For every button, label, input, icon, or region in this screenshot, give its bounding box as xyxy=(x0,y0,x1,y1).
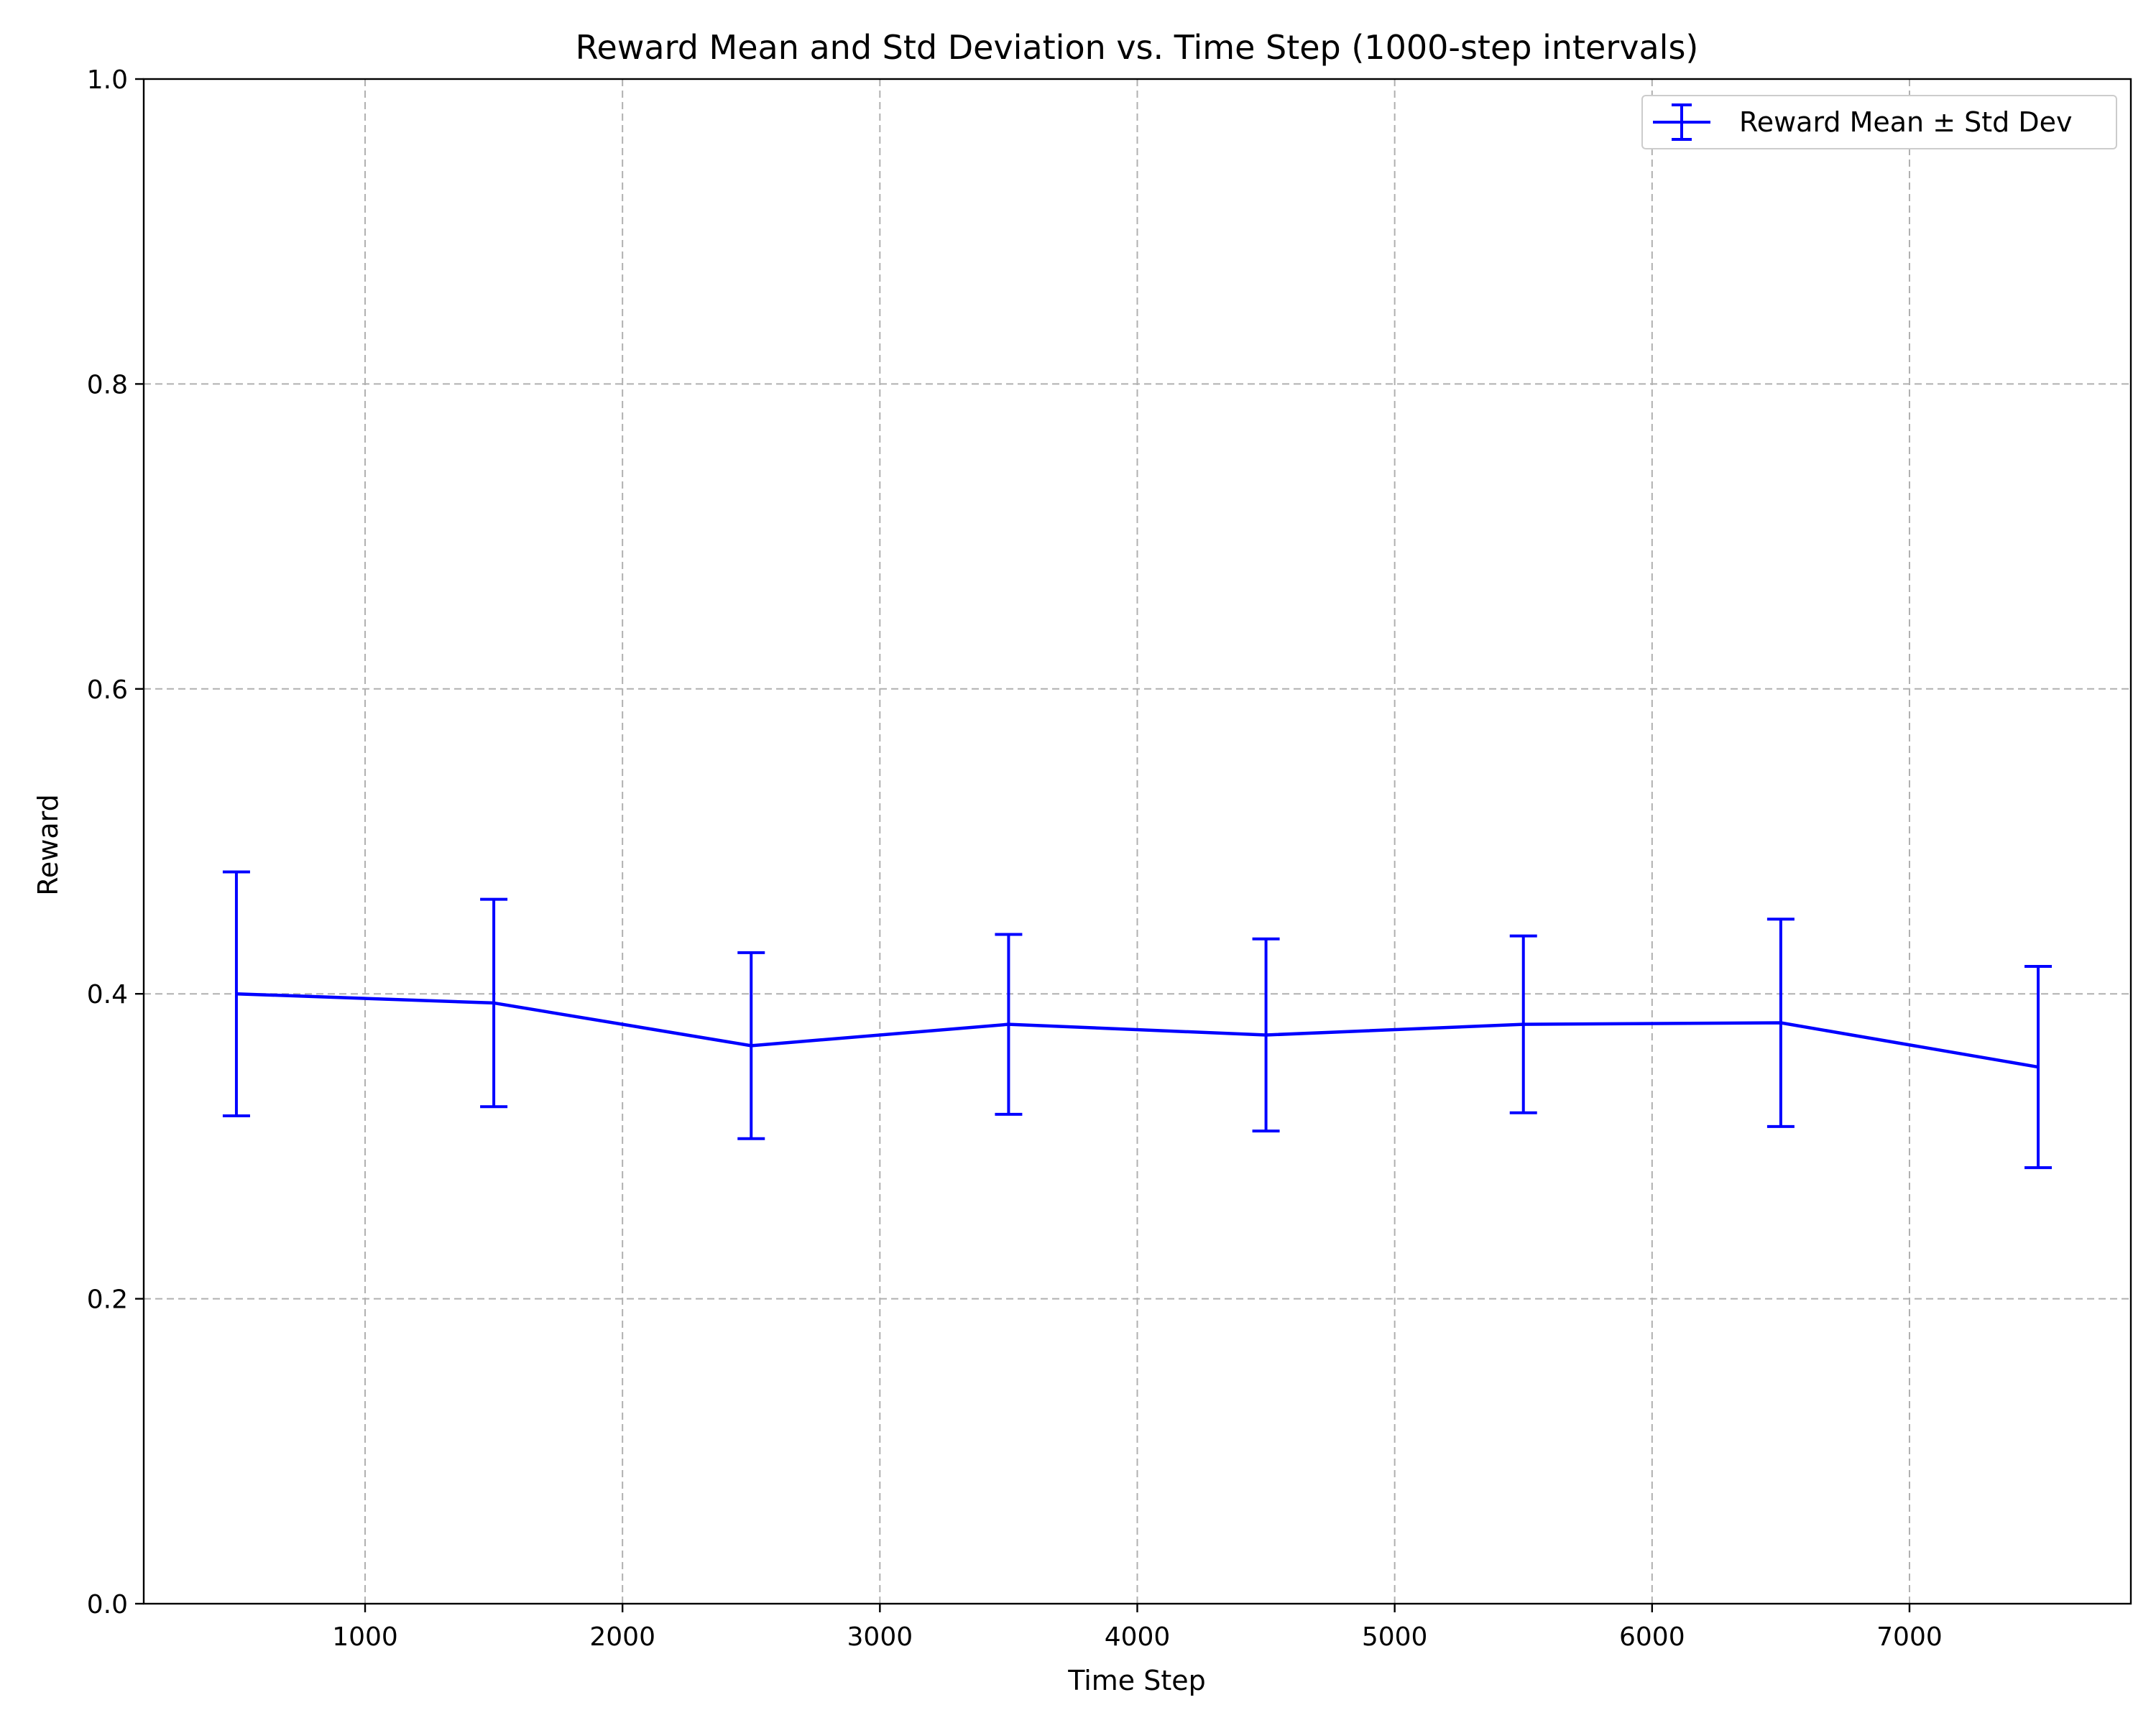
x-tick-label: 5000 xyxy=(1362,1622,1428,1652)
series-layer xyxy=(222,870,2053,1170)
x-axis-label: Time Step xyxy=(1067,1665,1206,1696)
y-tick-label: 0.2 xyxy=(87,1285,128,1315)
x-tick-label: 3000 xyxy=(847,1622,913,1652)
y-tick-label: 1.0 xyxy=(87,65,128,95)
x-tick-label: 2000 xyxy=(589,1622,655,1652)
error-bar xyxy=(1509,934,1537,1114)
x-tick-label: 7000 xyxy=(1876,1622,1943,1652)
error-bar xyxy=(1766,918,1795,1128)
axes-layer: 1000 2000 3000 4000 5000 6000 7000 0.0 0.2 0.4 0.6… xyxy=(87,65,2132,1652)
y-axis-label: Reward xyxy=(32,794,64,896)
legend-label: Reward Mean ± Std Dev xyxy=(1739,106,2072,138)
chart-title: Reward Mean and Std Deviation vs. Time S… xyxy=(576,28,1699,67)
y-tick-label: 0.8 xyxy=(87,370,128,399)
x-tick-label: 1000 xyxy=(332,1622,398,1652)
legend: Reward Mean ± Std Dev xyxy=(1641,95,2117,149)
error-bar xyxy=(2024,965,2053,1170)
legend-errorbar-icon xyxy=(1653,103,1710,141)
y-tick-label: 0.0 xyxy=(87,1590,128,1620)
y-tick-label: 0.4 xyxy=(87,980,128,1009)
x-tick-label: 6000 xyxy=(1619,1622,1685,1652)
y-tick-label: 0.6 xyxy=(87,675,128,705)
series-line xyxy=(236,992,2039,1069)
x-tick-label: 4000 xyxy=(1105,1622,1171,1652)
legend-box xyxy=(1641,95,2117,149)
grid-layer xyxy=(144,79,2131,1604)
error-bar xyxy=(1252,937,1280,1133)
error-bar xyxy=(995,933,1023,1116)
error-bar xyxy=(480,897,508,1109)
error-bar xyxy=(222,870,250,1117)
error-bar xyxy=(737,951,765,1140)
